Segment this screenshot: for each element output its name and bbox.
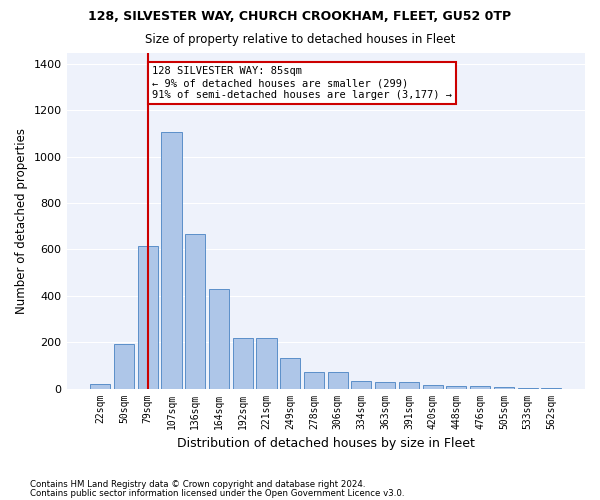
Text: 128 SILVESTER WAY: 85sqm
← 9% of detached houses are smaller (299)
91% of semi-d: 128 SILVESTER WAY: 85sqm ← 9% of detache… (152, 66, 452, 100)
Bar (90, 384, 110, 388)
Bar (185, 234, 205, 388)
Bar (351, 381, 371, 388)
Bar (280, 358, 300, 388)
Y-axis label: Number of detached properties: Number of detached properties (15, 128, 28, 314)
Bar (375, 382, 395, 388)
Text: Size of property relative to detached houses in Fleet: Size of property relative to detached ho… (145, 32, 455, 46)
Text: Contains public sector information licensed under the Open Government Licence v3: Contains public sector information licen… (30, 489, 404, 498)
Bar (161, 132, 182, 388)
Text: 128, SILVESTER WAY, CHURCH CROOKHAM, FLEET, GU52 0TP: 128, SILVESTER WAY, CHURCH CROOKHAM, FLE… (88, 10, 512, 23)
Bar (446, 386, 466, 388)
Bar (304, 372, 324, 388)
Bar (256, 338, 277, 388)
Bar (137, 246, 158, 388)
Bar (470, 386, 490, 388)
Bar (422, 385, 443, 388)
Bar (114, 344, 134, 389)
Bar (233, 338, 253, 388)
Bar (209, 289, 229, 388)
Bar (399, 382, 419, 388)
Text: Contains HM Land Registry data © Crown copyright and database right 2024.: Contains HM Land Registry data © Crown c… (30, 480, 365, 489)
X-axis label: Distribution of detached houses by size in Fleet: Distribution of detached houses by size … (177, 437, 475, 450)
Bar (328, 372, 348, 388)
